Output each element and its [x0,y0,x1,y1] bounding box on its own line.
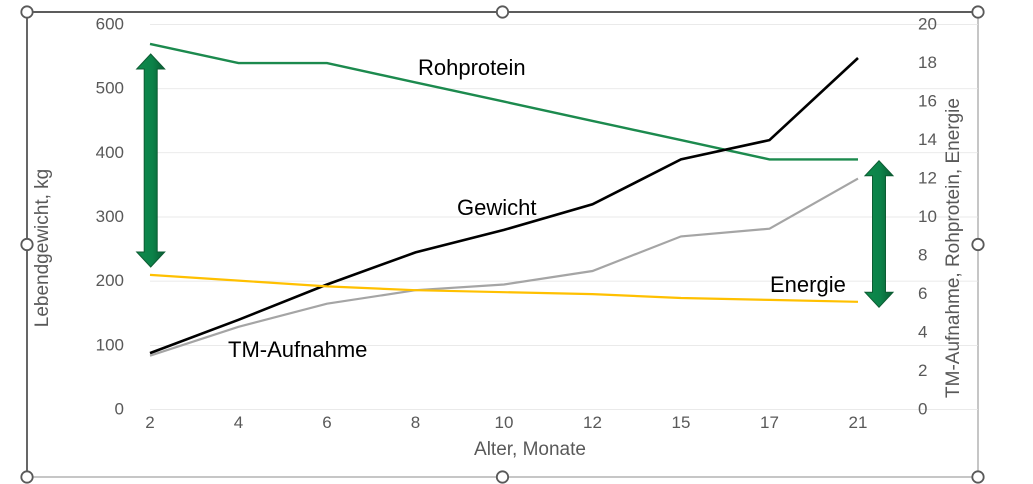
svg-text:21: 21 [849,413,868,432]
svg-text:20: 20 [918,15,937,34]
svg-text:Energie: Energie [770,272,846,297]
svg-text:TM-Aufnahme, Rohprotein, Energ: TM-Aufnahme, Rohprotein, Energie [943,98,964,398]
svg-text:16: 16 [918,92,937,111]
svg-text:4: 4 [234,413,243,432]
svg-text:15: 15 [672,413,691,432]
svg-text:2: 2 [145,413,154,432]
svg-text:14: 14 [918,130,937,149]
svg-text:8: 8 [411,413,420,432]
svg-text:6: 6 [322,413,331,432]
svg-text:18: 18 [918,53,937,72]
svg-text:17: 17 [760,413,779,432]
svg-text:Gewicht: Gewicht [457,195,536,220]
svg-text:TM-Aufnahme: TM-Aufnahme [228,337,367,362]
svg-text:Alter, Monate: Alter, Monate [474,439,586,460]
svg-text:300: 300 [96,207,124,226]
svg-text:12: 12 [583,413,602,432]
svg-text:4: 4 [918,323,927,342]
svg-text:2: 2 [918,361,927,380]
svg-text:0: 0 [115,400,124,419]
svg-text:200: 200 [96,271,124,290]
svg-text:10: 10 [495,413,514,432]
svg-text:500: 500 [96,79,124,98]
svg-text:400: 400 [96,143,124,162]
svg-text:0: 0 [918,400,927,419]
svg-text:10: 10 [918,207,937,226]
svg-text:100: 100 [96,335,124,354]
svg-text:Lebendgewicht, kg: Lebendgewicht, kg [32,169,53,327]
svg-text:8: 8 [918,246,927,265]
svg-text:12: 12 [918,169,937,188]
svg-text:6: 6 [918,284,927,303]
svg-text:600: 600 [96,15,124,34]
svg-text:Rohprotein: Rohprotein [418,55,526,80]
